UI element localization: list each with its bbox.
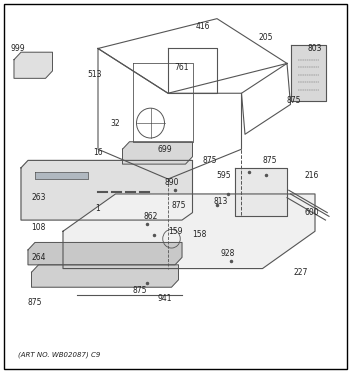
- Text: 875: 875: [28, 298, 42, 307]
- Text: 595: 595: [217, 171, 231, 180]
- Text: 813: 813: [213, 197, 228, 206]
- Polygon shape: [290, 45, 326, 101]
- Text: 761: 761: [175, 63, 189, 72]
- Polygon shape: [21, 160, 193, 220]
- Text: 32: 32: [111, 119, 120, 128]
- Text: 875: 875: [133, 286, 147, 295]
- Text: 928: 928: [220, 249, 235, 258]
- Text: 875: 875: [262, 156, 277, 165]
- Polygon shape: [32, 265, 178, 287]
- Text: 263: 263: [31, 193, 46, 202]
- Text: 108: 108: [31, 223, 46, 232]
- Text: 875: 875: [287, 96, 301, 105]
- Text: 513: 513: [87, 70, 102, 79]
- Text: 941: 941: [157, 294, 172, 303]
- Text: 1: 1: [96, 204, 100, 213]
- Polygon shape: [14, 52, 52, 78]
- Polygon shape: [122, 142, 192, 164]
- Text: 216: 216: [304, 171, 319, 180]
- Text: 862: 862: [143, 212, 158, 221]
- Text: 803: 803: [308, 44, 322, 53]
- Text: 999: 999: [10, 44, 25, 53]
- Polygon shape: [28, 242, 182, 265]
- Text: 600: 600: [304, 208, 319, 217]
- Polygon shape: [234, 168, 287, 216]
- Text: 699: 699: [157, 145, 172, 154]
- Text: 159: 159: [168, 227, 182, 236]
- Text: 875: 875: [171, 201, 186, 210]
- Text: 16: 16: [93, 148, 103, 157]
- Text: 264: 264: [31, 253, 46, 262]
- Text: 205: 205: [259, 33, 273, 42]
- Polygon shape: [63, 194, 315, 269]
- Text: 416: 416: [196, 22, 210, 31]
- Text: 890: 890: [164, 178, 179, 187]
- Text: 158: 158: [192, 231, 207, 239]
- Polygon shape: [35, 172, 88, 179]
- Text: 227: 227: [294, 268, 308, 277]
- Text: 875: 875: [203, 156, 217, 165]
- Text: (ART NO. WB02087) C9: (ART NO. WB02087) C9: [18, 352, 100, 358]
